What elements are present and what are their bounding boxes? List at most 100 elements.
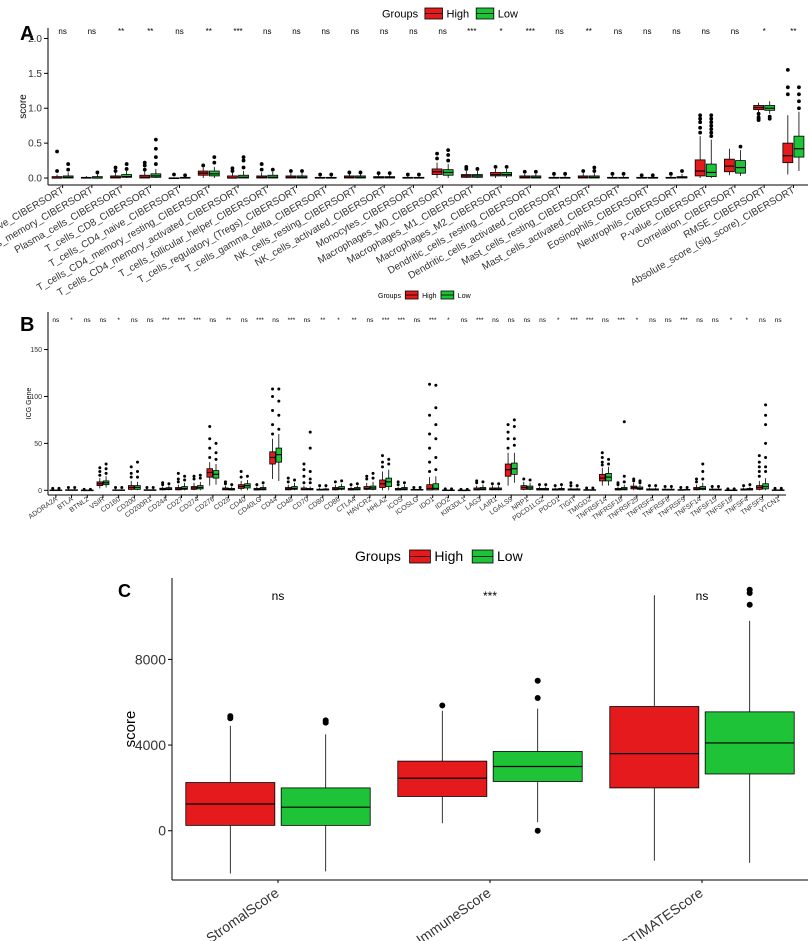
outlier-point [136, 475, 140, 479]
outlier-point [716, 485, 720, 489]
outlier-point [522, 169, 527, 174]
outlier-point [308, 430, 312, 434]
outlier-point [552, 171, 556, 176]
significance-label: *** [467, 27, 476, 36]
outlier-point [434, 468, 438, 472]
outlier-point [679, 485, 683, 489]
outlier-point [73, 485, 77, 489]
box-low [676, 169, 688, 179]
box-high [636, 173, 648, 179]
outlier-point [534, 677, 541, 684]
outlier-point [600, 451, 604, 455]
outlier-point [685, 485, 689, 489]
y-tick-label: 8000 [135, 651, 166, 667]
panel-b: B Groups High Low 0 50 100 150 ICG Gene ADORA2A ns… [20, 290, 786, 523]
box-high [577, 169, 589, 179]
outlier-point [537, 483, 541, 487]
significance-label: *** [429, 317, 437, 324]
box-iqr [267, 174, 279, 179]
x-tick-label: CD80 [307, 496, 326, 512]
x-tick-label: CD28 [213, 496, 232, 512]
outlier-point [506, 430, 510, 434]
outlier-point [592, 165, 597, 170]
outlier-point [271, 387, 275, 391]
box-high [316, 484, 323, 491]
box-high [460, 164, 472, 179]
outlier-point [136, 460, 140, 464]
outlier-point [779, 486, 783, 490]
outlier-point [255, 483, 259, 487]
outlier-point [98, 470, 102, 474]
legend-label-high: High [447, 8, 470, 20]
significance-label: ns [84, 317, 92, 324]
box-low [605, 457, 612, 486]
box-low [501, 164, 512, 179]
box-low [778, 486, 785, 491]
box-low [165, 482, 173, 491]
significance-label: * [70, 317, 73, 324]
outlier-point [506, 446, 510, 450]
significance-label: * [745, 317, 748, 324]
significance-label: ns [759, 317, 767, 324]
outlier-point [153, 137, 158, 142]
box-low [492, 677, 583, 834]
outlier-point [418, 485, 422, 489]
outlier-point [289, 169, 293, 173]
outlier-point [638, 479, 642, 483]
significance-label: *** [617, 317, 625, 324]
box-low [589, 486, 597, 491]
outlier-point [534, 827, 541, 834]
box-high [708, 485, 716, 491]
box-iqr [782, 142, 794, 164]
box-low [71, 485, 78, 491]
significance-label: ns [555, 27, 563, 36]
outlier-point [161, 481, 165, 485]
outlier-point [764, 403, 768, 407]
outlier-point [402, 481, 406, 485]
box-high [661, 485, 669, 491]
box-high [80, 175, 92, 179]
outlier-point [434, 437, 438, 441]
legend-label-high: High [434, 548, 463, 564]
box-low [306, 430, 314, 491]
outlier-point [709, 123, 714, 128]
outlier-point [387, 171, 392, 176]
legend-title: Groups [378, 293, 401, 300]
outlier-point [632, 477, 636, 481]
outlier-point [528, 478, 532, 482]
outlier-point [709, 120, 714, 125]
significance-label: * [636, 317, 639, 324]
box-low [735, 144, 746, 176]
box-low [62, 162, 74, 179]
significance-label: ns [351, 27, 359, 36]
outlier-point [365, 474, 369, 478]
significance-label: *** [288, 317, 296, 324]
outlier-point [355, 482, 359, 486]
significance-label: ns [602, 317, 610, 324]
significance-label: ns [175, 27, 183, 36]
significance-label: *** [526, 27, 535, 36]
box-low [588, 165, 600, 179]
outlier-point [347, 170, 352, 175]
box-low [369, 471, 377, 491]
outlier-point [145, 485, 149, 489]
outlier-point [698, 130, 703, 135]
outlier-point [259, 162, 264, 166]
box-low [704, 586, 795, 863]
box-low [401, 481, 408, 491]
significance-label: ns [131, 317, 139, 324]
significance-label: * [337, 317, 340, 324]
outlier-point [428, 470, 432, 474]
outlier-point [198, 473, 202, 477]
significance-label: ns [731, 27, 739, 36]
outlier-point [302, 462, 306, 466]
outlier-point [797, 99, 801, 104]
panel-c: C Groups High Low 0 4000 8000 score StromalScore… [118, 548, 808, 941]
outlier-point [757, 454, 761, 458]
y-axis-label: ICG Gene [26, 388, 33, 420]
box-low [322, 484, 330, 491]
significance-label: * [730, 317, 733, 324]
box-low [150, 137, 162, 179]
outlier-point [241, 158, 246, 163]
box-high [724, 487, 732, 492]
